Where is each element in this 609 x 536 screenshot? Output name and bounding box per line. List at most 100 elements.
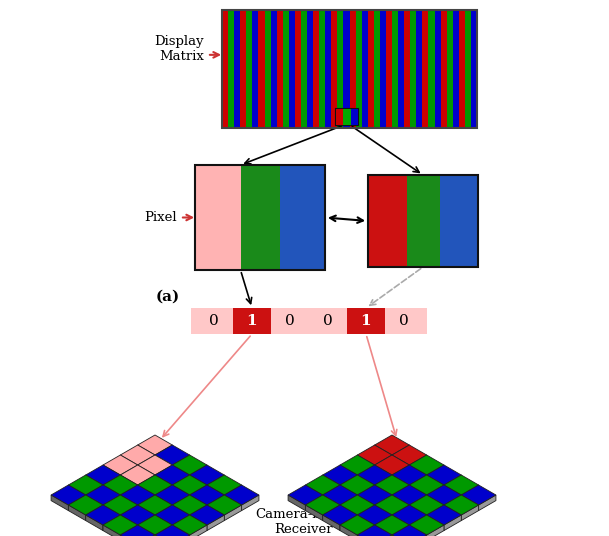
Bar: [252, 69, 258, 77]
Polygon shape: [172, 505, 189, 520]
Polygon shape: [461, 505, 479, 520]
Bar: [404, 111, 410, 120]
Polygon shape: [155, 525, 189, 536]
Bar: [246, 86, 252, 94]
Bar: [313, 44, 319, 52]
Bar: [386, 44, 392, 52]
Bar: [362, 18, 368, 27]
Bar: [452, 35, 459, 44]
Bar: [356, 18, 362, 27]
Bar: [325, 10, 331, 18]
Bar: [264, 52, 270, 61]
Polygon shape: [340, 475, 375, 495]
Bar: [452, 94, 459, 103]
Bar: [386, 94, 392, 103]
Bar: [295, 44, 301, 52]
Bar: [368, 27, 374, 35]
Bar: [459, 103, 465, 111]
Bar: [374, 103, 380, 111]
Bar: [362, 103, 368, 111]
Polygon shape: [224, 485, 259, 505]
Bar: [337, 69, 343, 77]
Bar: [276, 86, 283, 94]
Bar: [301, 10, 307, 18]
Bar: [362, 52, 368, 61]
Polygon shape: [461, 485, 496, 505]
Bar: [301, 94, 307, 103]
Bar: [289, 111, 295, 120]
Polygon shape: [427, 485, 461, 505]
Polygon shape: [461, 485, 479, 501]
Bar: [295, 35, 301, 44]
Bar: [423, 18, 428, 27]
Polygon shape: [357, 455, 375, 471]
Bar: [423, 27, 428, 35]
Polygon shape: [224, 485, 242, 501]
Bar: [374, 52, 380, 61]
Bar: [465, 111, 471, 120]
Polygon shape: [189, 465, 207, 481]
Polygon shape: [189, 465, 224, 485]
Bar: [289, 86, 295, 94]
Bar: [350, 103, 356, 111]
Bar: [222, 52, 228, 61]
Bar: [252, 120, 258, 128]
Bar: [404, 35, 410, 44]
Bar: [417, 103, 423, 111]
Bar: [289, 27, 295, 35]
Bar: [374, 27, 380, 35]
Polygon shape: [375, 485, 392, 501]
Bar: [356, 69, 362, 77]
Polygon shape: [207, 475, 224, 490]
Bar: [471, 18, 477, 27]
Bar: [295, 27, 301, 35]
Bar: [368, 44, 374, 52]
Polygon shape: [189, 515, 207, 531]
Bar: [319, 27, 325, 35]
Polygon shape: [121, 475, 138, 490]
Bar: [452, 103, 459, 111]
Bar: [270, 18, 276, 27]
Bar: [295, 10, 301, 18]
Bar: [350, 111, 356, 120]
Polygon shape: [323, 505, 357, 525]
Bar: [325, 61, 331, 69]
Bar: [374, 120, 380, 128]
Bar: [313, 27, 319, 35]
Bar: [392, 86, 398, 94]
Bar: [228, 61, 234, 69]
Bar: [434, 69, 440, 77]
Bar: [362, 120, 368, 128]
Bar: [392, 94, 398, 103]
Bar: [295, 94, 301, 103]
Bar: [386, 69, 392, 77]
Bar: [471, 52, 477, 61]
Polygon shape: [121, 455, 138, 471]
Bar: [222, 44, 228, 52]
Bar: [471, 103, 477, 111]
Polygon shape: [340, 505, 357, 520]
Bar: [452, 27, 459, 35]
Bar: [392, 18, 398, 27]
Polygon shape: [86, 495, 103, 511]
Bar: [465, 86, 471, 94]
Bar: [258, 18, 264, 27]
Polygon shape: [323, 485, 340, 501]
Bar: [386, 27, 392, 35]
Bar: [252, 86, 258, 94]
Bar: [307, 77, 313, 86]
Bar: [404, 86, 410, 94]
Polygon shape: [323, 515, 340, 531]
Bar: [417, 120, 423, 128]
Bar: [222, 18, 228, 27]
Bar: [331, 103, 337, 111]
Bar: [440, 77, 446, 86]
Polygon shape: [409, 485, 427, 501]
Bar: [319, 77, 325, 86]
Polygon shape: [392, 475, 409, 490]
Bar: [404, 77, 410, 86]
Polygon shape: [172, 535, 189, 536]
Bar: [440, 44, 446, 52]
Bar: [440, 103, 446, 111]
Bar: [362, 94, 368, 103]
